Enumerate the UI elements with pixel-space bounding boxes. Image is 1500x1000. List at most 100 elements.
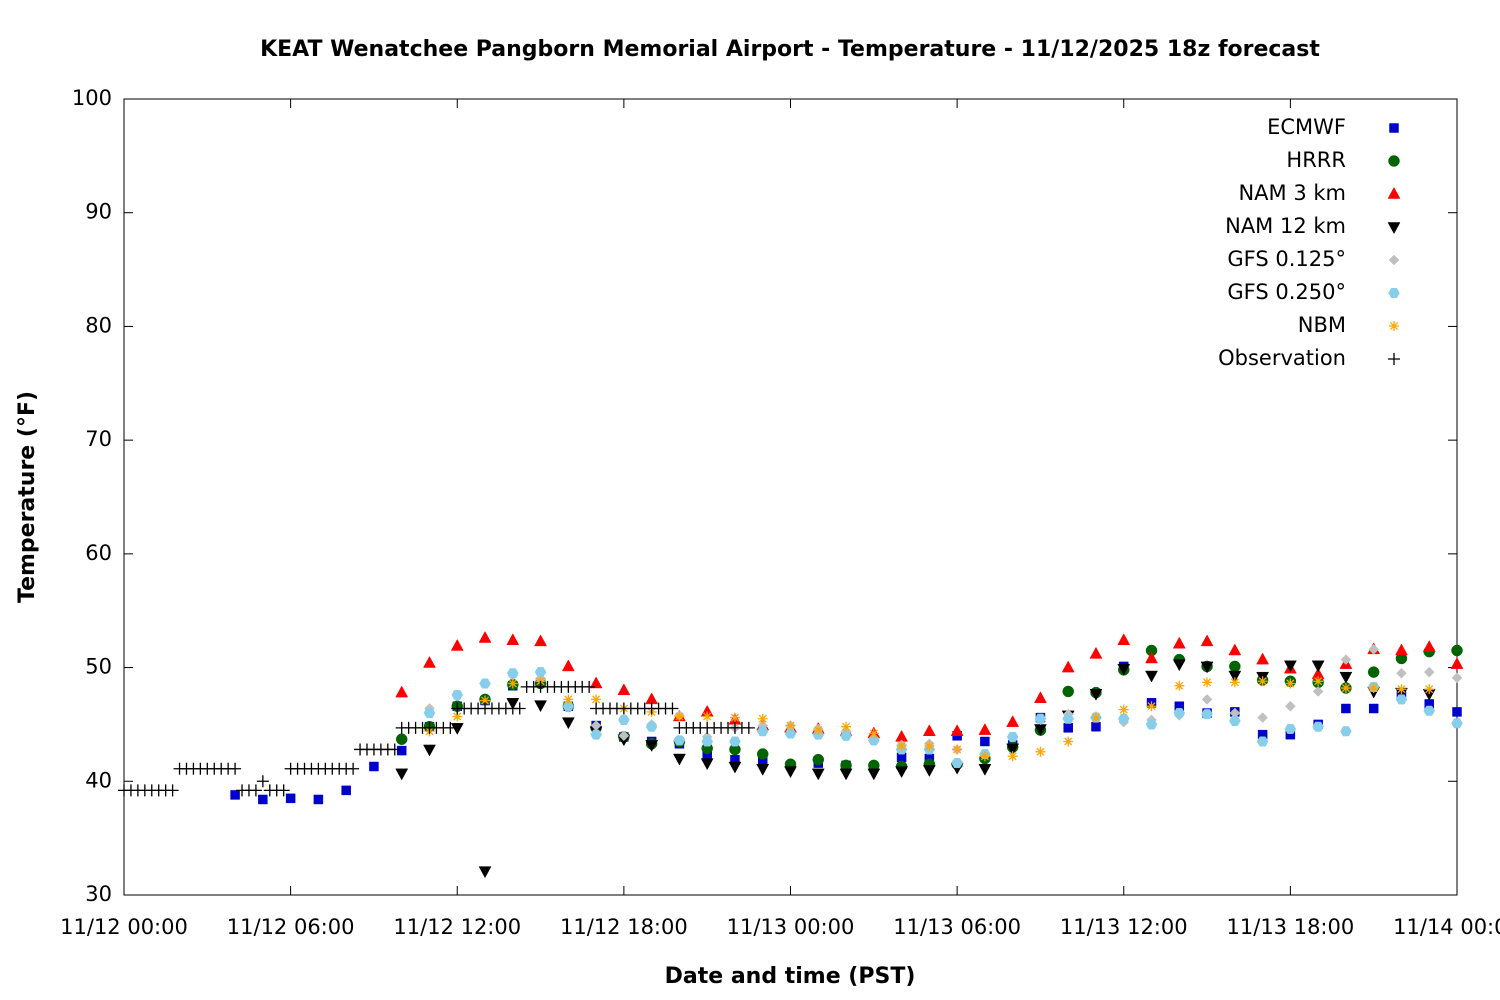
data-point [1424,684,1435,695]
data-point [1368,683,1379,694]
data-point [1146,701,1157,712]
data-point [951,758,963,769]
data-point [423,744,436,757]
data-point [924,741,935,752]
data-point [1172,636,1186,649]
data-point [561,717,575,730]
data-point [395,768,409,781]
data-point [1145,644,1158,657]
legend-marker [1388,287,1400,299]
data-point [1312,721,1324,732]
legend-marker [1388,353,1400,365]
data-point [563,694,574,705]
y-tick-label: 80 [85,313,112,337]
data-point [229,762,242,775]
data-point [950,724,964,737]
data-point [785,720,796,731]
data-point [1145,719,1158,730]
data-point [1174,680,1185,691]
x-tick-label: 11/13 12:00 [1060,915,1188,939]
x-tick-label: 11/12 12:00 [393,915,521,939]
data-point [249,784,262,797]
data-point [1284,723,1297,734]
legend-label: GFS 0.250° [1227,280,1346,304]
data-point [1312,686,1324,697]
data-point [1257,712,1268,723]
data-point [666,702,679,715]
data-point [506,633,520,646]
data-point [534,667,547,678]
data-point [645,740,659,752]
data-point [1172,659,1186,672]
data-point [757,713,768,724]
data-point [922,724,936,737]
data-point [1422,640,1436,652]
data-point [1200,661,1214,674]
data-point [728,761,742,774]
legend-label: NAM 12 km [1225,214,1346,238]
data-point [1007,751,1018,762]
data-point [1367,666,1380,678]
data-point [867,768,881,781]
x-tick-label: 11/12 06:00 [227,915,355,939]
data-point [1035,746,1046,757]
y-tick-label: 100 [72,86,112,110]
data-point [756,726,769,737]
data-point [618,730,630,742]
data-point [1228,670,1242,683]
data-point [645,721,658,732]
data-point [1034,713,1047,724]
chart-title: KEAT Wenatchee Pangborn Memorial Airport… [260,37,1320,62]
data-point [1256,652,1270,665]
data-point [672,753,686,766]
data-point [444,721,457,734]
data-point [478,866,492,879]
data-point [742,721,755,734]
data-point [1285,700,1296,712]
data-point [1063,723,1073,733]
data-point [729,712,740,723]
data-point [1063,736,1074,747]
y-tick-label: 70 [85,427,112,451]
data-point [258,794,268,805]
x-tick-label: 11/12 00:00 [60,915,188,939]
legend-label: GFS 0.125° [1227,247,1346,271]
legend-label: ECMWF [1267,115,1346,139]
data-point [839,768,853,781]
data-point [1006,743,1020,756]
data-point [1395,694,1408,705]
data-point [1090,712,1101,723]
legend-marker [1389,321,1399,331]
data-point [1089,646,1103,659]
data-point [369,761,379,772]
data-point [701,736,713,747]
data-point [1256,736,1269,747]
data-point [922,765,936,777]
data-point [1091,721,1101,732]
data-point [840,730,852,741]
data-point [1201,694,1213,705]
data-point [166,784,179,797]
legend-marker [1389,123,1399,133]
legend-marker [1387,186,1401,199]
data-point [341,785,351,796]
data-point [1340,683,1351,694]
y-tick-label: 50 [85,655,112,679]
data-point [895,766,909,779]
data-point [841,721,852,732]
data-point [1173,708,1186,719]
legend-marker [1387,222,1401,235]
data-point [978,723,992,735]
data-point [1423,666,1435,678]
data-point [230,790,240,800]
data-point [1450,657,1464,669]
data-point [952,744,963,755]
data-point [674,711,685,722]
data-point [256,775,269,788]
data-point [1202,677,1213,688]
data-point [450,723,464,735]
x-tick-label: 11/14 00:00 [1393,915,1500,939]
legend-label: HRRR [1286,148,1346,172]
data-point [1061,660,1075,673]
